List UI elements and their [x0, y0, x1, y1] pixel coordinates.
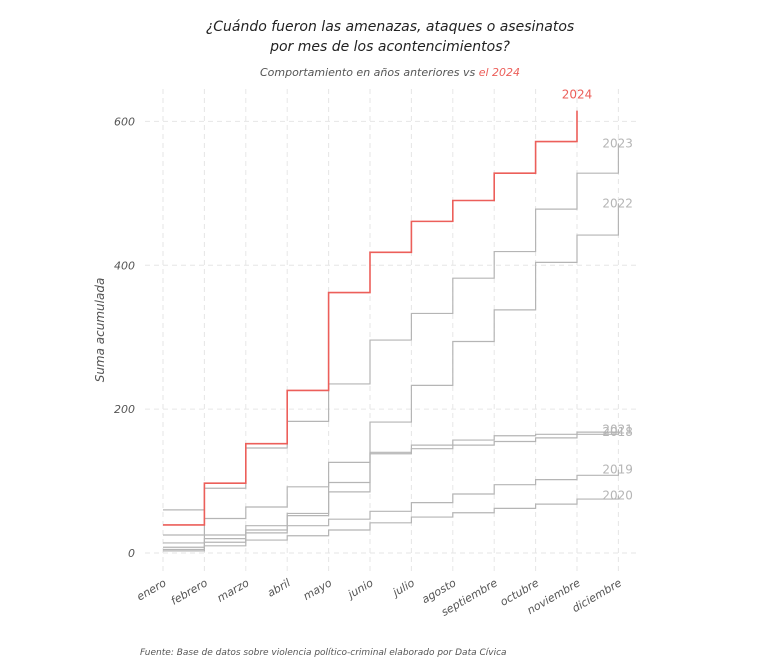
- x-tick-label: marzo: [215, 576, 252, 605]
- x-tick-label: julio: [389, 576, 417, 600]
- x-tick-label: febrero: [169, 576, 211, 607]
- series-line: [163, 203, 619, 536]
- series-label: 2020: [602, 488, 633, 502]
- series-line: [163, 495, 619, 552]
- chart-subtitle: Comportamiento en años anteriores vs el …: [260, 66, 520, 79]
- subtitle-highlight: el 2024: [479, 66, 520, 79]
- series-line: [163, 469, 619, 551]
- y-tick-label: 600: [114, 115, 135, 128]
- y-tick-label: 200: [114, 403, 135, 416]
- series-line: [163, 143, 619, 511]
- x-tick-label: mayo: [301, 576, 334, 603]
- y-tick-label: 0: [128, 547, 135, 560]
- series-label: 2022: [602, 196, 633, 210]
- y-tick-label: 400: [114, 259, 135, 272]
- series-line: [163, 432, 619, 548]
- series-label: 2021: [602, 422, 633, 436]
- series-label: 2019: [602, 463, 633, 477]
- y-axis-label: Suma acumulada: [93, 278, 107, 383]
- series-line: [163, 110, 578, 526]
- subtitle: Comportamiento en años anteriores vs: [260, 66, 475, 79]
- x-tick-label: enero: [134, 576, 168, 603]
- chart-title: ¿Cuándo fueron las amenazas, ataques o a…: [206, 19, 574, 35]
- series-label: 2024: [562, 88, 593, 102]
- x-tick-label: abril: [265, 576, 293, 599]
- caption: Fuente: Base de datos sobre violencia po…: [140, 648, 507, 658]
- chart-title: por mes de los acontencimientos?: [269, 39, 510, 55]
- x-tick-label: junio: [344, 576, 376, 602]
- series-label: 2023: [602, 137, 633, 151]
- series-line: [163, 429, 619, 544]
